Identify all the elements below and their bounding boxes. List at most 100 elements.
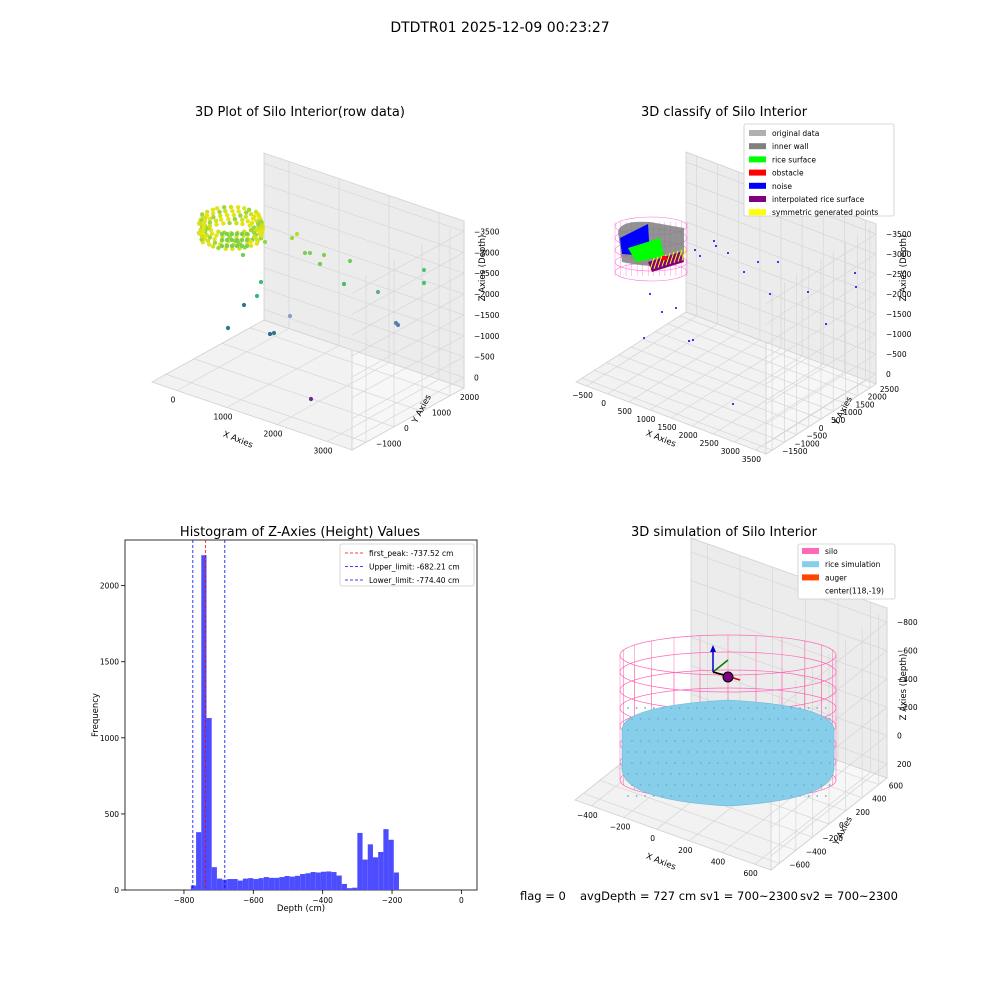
raw-wall-point bbox=[210, 244, 216, 249]
cls-y-tick-label: −500 bbox=[807, 432, 828, 441]
sim-rice-dot bbox=[699, 718, 702, 720]
cls-symmetric-stroke bbox=[673, 250, 679, 263]
sim-rice-dot bbox=[781, 729, 784, 731]
cls-noise-point bbox=[854, 272, 856, 274]
sim-grid-z bbox=[770, 621, 888, 715]
sim-rice-dot bbox=[816, 773, 819, 775]
sim-rice-dot bbox=[751, 740, 754, 742]
sim-rice-dot bbox=[777, 784, 780, 786]
cls-y-tick-label: −1500 bbox=[782, 447, 808, 456]
raw-wall-point bbox=[226, 216, 231, 222]
sim-rice-dot bbox=[687, 707, 690, 709]
raw-wall-point bbox=[251, 230, 257, 235]
cls-grid-z2 bbox=[685, 181, 877, 255]
cls-legend-label: symmetric generated points bbox=[772, 208, 878, 217]
raw-wall-point bbox=[251, 234, 257, 240]
raw-xlabel: X Axies bbox=[221, 430, 254, 451]
raw-wall-point bbox=[232, 216, 238, 222]
sim-rice-dot bbox=[695, 751, 698, 753]
raw-y-tick-label: 0 bbox=[404, 424, 409, 433]
cls-grid-z2 bbox=[685, 221, 877, 295]
sim-rice-dot bbox=[828, 718, 831, 720]
raw-point bbox=[271, 330, 277, 336]
hist-bar bbox=[289, 876, 295, 890]
raw-point bbox=[267, 331, 273, 337]
raw-grid-z bbox=[351, 231, 465, 294]
raw-x-tick-label: 2000 bbox=[263, 430, 282, 439]
raw-point bbox=[321, 252, 327, 258]
sim-rice-dot bbox=[730, 795, 733, 797]
sim-rice-dot bbox=[691, 718, 694, 720]
sim-rice-dot bbox=[717, 762, 719, 764]
raw-y-tick-label: 2000 bbox=[460, 393, 479, 402]
footer-sv2: sv2 = 700~2300 bbox=[800, 889, 898, 903]
raw-y-tick-label: −1000 bbox=[376, 439, 402, 448]
hist-x-tick-label: 0 bbox=[459, 896, 464, 905]
raw-grid-z2 bbox=[263, 246, 465, 316]
raw-wall-point bbox=[207, 220, 213, 225]
sim-rice-dot bbox=[674, 762, 676, 764]
raw-wall-point bbox=[260, 224, 265, 229]
sim-rice-dot bbox=[742, 740, 745, 742]
sim-rice-dot bbox=[734, 784, 737, 786]
sim-rice-dot bbox=[674, 784, 676, 786]
cls-y-tick-label: 500 bbox=[831, 416, 846, 425]
sim-rice-dot bbox=[699, 784, 702, 786]
hist-bar bbox=[326, 871, 332, 890]
sim-rice-dot bbox=[631, 762, 633, 764]
sim-rice-dot bbox=[652, 707, 655, 709]
sim-rice-dot bbox=[652, 773, 655, 775]
sim-rice-dot bbox=[794, 740, 797, 742]
raw-surface-point bbox=[244, 243, 250, 249]
cls-legend-frame bbox=[743, 123, 895, 217]
sim-rice-dot bbox=[781, 773, 784, 775]
cls-noise-point bbox=[715, 245, 717, 247]
raw-wall-point bbox=[228, 204, 234, 210]
raw-wall-point bbox=[207, 242, 212, 247]
panel-classify-3d: 3D classify of Silo Interior −5000500100… bbox=[572, 105, 911, 464]
sim-rice-dot bbox=[695, 707, 698, 709]
raw-wall-point bbox=[214, 233, 219, 238]
sim-rice-dot bbox=[756, 773, 758, 775]
sim-rice-dot bbox=[639, 740, 642, 742]
cls-grid-y bbox=[606, 362, 797, 435]
raw-wall-point bbox=[244, 210, 249, 215]
raw-point bbox=[421, 267, 427, 273]
sim-rice-dot bbox=[811, 762, 814, 764]
sim-rice-dot bbox=[717, 784, 719, 786]
hist-x-tick-label: −200 bbox=[382, 896, 403, 905]
hist-x-tick-label: −400 bbox=[312, 896, 333, 905]
raw-grid-z bbox=[351, 377, 465, 440]
sim-rice-dot bbox=[738, 751, 741, 753]
raw-wall-point bbox=[259, 233, 264, 238]
raw-wall-point bbox=[240, 221, 245, 227]
sim-rice-dot bbox=[704, 773, 707, 775]
raw-grid-z2 bbox=[263, 288, 465, 358]
sim-rice-dot bbox=[730, 729, 733, 731]
cls-symmetric-stroke bbox=[653, 256, 659, 269]
hist-bar bbox=[341, 883, 347, 890]
sim-rice-dot bbox=[717, 740, 719, 742]
sim-rice-dot bbox=[799, 751, 801, 753]
sim-rice-dot bbox=[785, 718, 788, 720]
raw-wall-point bbox=[258, 219, 264, 224]
hist-legend: first_peak: -737.52 cm Upper_limit: -682.… bbox=[339, 543, 475, 587]
sim-rice-dot bbox=[627, 707, 629, 709]
sim-rice-dot bbox=[627, 795, 629, 797]
sim-rice-dot bbox=[756, 751, 758, 753]
raw-wall-point bbox=[240, 217, 245, 222]
sim-rice-dot bbox=[656, 718, 659, 720]
sim-rice-dot bbox=[627, 773, 629, 775]
raw-grid-y bbox=[165, 373, 367, 443]
cls-symmetric-stroke bbox=[665, 253, 671, 266]
sim-grid-z2 bbox=[690, 608, 888, 680]
sim-rice-dot bbox=[635, 795, 638, 797]
hist-x-tick-label: −800 bbox=[174, 896, 195, 905]
sim-x-tick-label: −200 bbox=[610, 823, 631, 832]
sim-rice-dot bbox=[648, 718, 651, 720]
sim-rice-dot bbox=[725, 762, 728, 764]
sim-rice-dot bbox=[678, 773, 681, 775]
cls-z-tick-label: 0 bbox=[886, 370, 891, 379]
sim-rice-dot bbox=[828, 740, 831, 742]
hist-y-tick-label: 500 bbox=[105, 810, 120, 819]
